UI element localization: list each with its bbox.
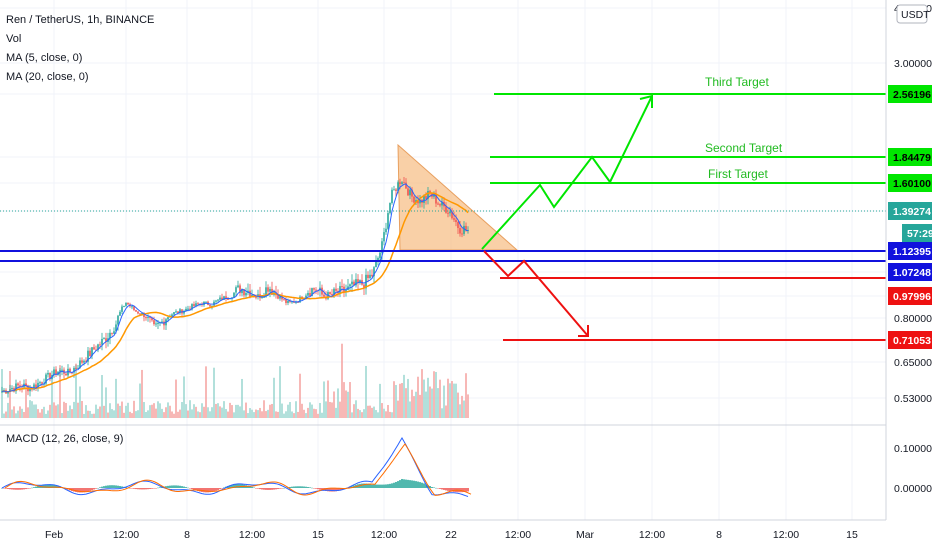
- macd-legend[interactable]: MACD (12, 26, close, 9): [6, 433, 123, 445]
- price-tag-blue: 1.12395: [888, 242, 932, 260]
- currency-button-label: USDT: [901, 9, 930, 21]
- price-tag-last: 1.39274: [888, 202, 932, 220]
- price-tag-blue: 1.07248: [888, 263, 932, 281]
- time-tick-label: Mar: [576, 529, 595, 541]
- time-tick-label: 12:00: [505, 529, 531, 541]
- macd-axis-ticks: 0.10000 0.00000: [894, 443, 932, 495]
- svg-text:1.07248: 1.07248: [893, 267, 931, 279]
- macd-line: [1, 437, 469, 497]
- time-tick-label: 8: [184, 529, 190, 541]
- price-tick-label: 0.80000: [894, 313, 932, 325]
- svg-text:1.84479: 1.84479: [893, 152, 931, 164]
- time-tick-label: 12:00: [371, 529, 397, 541]
- ma5-legend[interactable]: MA (5, close, 0): [6, 52, 82, 64]
- volume-bars: [1, 343, 469, 418]
- bullish-arrow-head: [639, 94, 653, 108]
- third-target-label: Third Target: [705, 75, 769, 89]
- svg-text:1.60100: 1.60100: [893, 178, 931, 190]
- time-tick-label: 22: [445, 529, 457, 541]
- time-tick-label: 15: [312, 529, 324, 541]
- second-target-label: Second Target: [705, 141, 783, 155]
- price-tick-label: 3.00000: [894, 58, 932, 70]
- price-tick-label: 0.53000: [894, 393, 932, 405]
- price-tick-label: 0.65000: [894, 357, 932, 369]
- svg-text:0.71053: 0.71053: [893, 335, 931, 347]
- svg-text:1.39274: 1.39274: [893, 206, 931, 218]
- svg-text:57:29: 57:29: [907, 228, 932, 240]
- svg-text:1.12395: 1.12395: [893, 246, 931, 258]
- symbol-legend[interactable]: Ren / TetherUS, 1h, BINANCE: [6, 14, 154, 26]
- price-axis-tags: 2.56196 1.84479 1.60100 1.39274 57:29 1.12395…: [888, 85, 932, 349]
- time-tick-label: 8: [716, 529, 722, 541]
- currency-button[interactable]: USDT: [896, 4, 930, 24]
- time-axis-ticks: Feb 12:00 8 12:00 15 12:00 22 12:00 Mar 12:00 8 12:…: [45, 529, 858, 541]
- first-target-label: First Target: [708, 167, 768, 181]
- macd-tick-label: 0.00000: [894, 483, 932, 495]
- ma20-legend[interactable]: MA (20, close, 0): [6, 71, 89, 83]
- price-tag-green: 1.60100: [888, 174, 932, 192]
- price-tag-countdown: 57:29: [902, 224, 932, 242]
- time-axis[interactable]: [0, 521, 932, 550]
- price-tag-red: 0.97996: [888, 287, 932, 305]
- macd-signal-line: [4, 443, 472, 496]
- time-tick-label: 12:00: [239, 529, 265, 541]
- price-tag-green: 1.84479: [888, 148, 932, 166]
- bearish-projection-path[interactable]: [483, 250, 589, 337]
- bullish-projection-path[interactable]: [481, 95, 653, 250]
- time-tick-label: 12:00: [113, 529, 139, 541]
- volume-legend[interactable]: Vol: [6, 33, 21, 45]
- svg-text:2.56196: 2.56196: [893, 89, 931, 101]
- svg-text:0.97996: 0.97996: [893, 291, 931, 303]
- time-tick-label: 15: [846, 529, 858, 541]
- time-tick-label: 12:00: [639, 529, 665, 541]
- time-tick-label: Feb: [45, 529, 63, 541]
- macd-tick-label: 0.10000: [894, 443, 932, 455]
- bearish-arrow-head: [578, 325, 589, 337]
- price-tag-green: 2.56196: [888, 85, 932, 103]
- ma20-line: [1, 192, 469, 393]
- price-tag-red: 0.71053: [888, 331, 932, 349]
- time-tick-label: 12:00: [773, 529, 799, 541]
- macd-histogram: [1, 478, 469, 493]
- ma5-line: [1, 183, 469, 393]
